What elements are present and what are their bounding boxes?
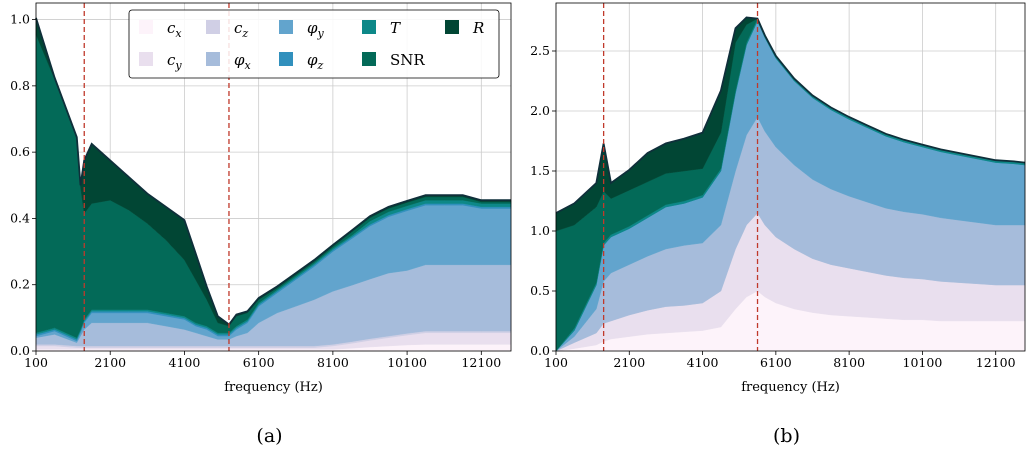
y-tick-label-1: 0.5 [530, 283, 550, 298]
legend-swatch-phi-x [206, 52, 220, 66]
legend-swatch-SNR [362, 52, 376, 66]
panel-label-a: (a) [256, 425, 282, 447]
total-edge-line-a [35, 17, 511, 326]
x-axis-label-b: frequency (Hz) [741, 380, 840, 395]
legend-swatch-T [362, 20, 376, 34]
x-tick-label-2: 4100 [687, 355, 719, 370]
plot-frame-b [555, 2, 1026, 352]
y-tick-label-4: 2.0 [530, 103, 550, 118]
y-tick-label-4: 0.8 [10, 78, 30, 93]
plot-frame-a [35, 2, 512, 352]
ticks-b: 100 2100 4100 6100 8100 10100 12100 0.0 0.5 1.0 1.… [530, 43, 1016, 370]
x-tick-label-5: 10100 [903, 355, 943, 370]
legend-swatch-phi-z [279, 52, 293, 66]
areas-b [555, 17, 1026, 352]
x-tick-label-3: 6100 [760, 355, 792, 370]
panel-b: 100 2100 4100 6100 8100 10100 12100 0.0 0.5 1.0 1.… [530, 2, 1026, 447]
edge-b [555, 16, 1026, 214]
x-tick-label-4: 8100 [317, 355, 349, 370]
y-tick-label-5: 2.5 [530, 43, 550, 58]
legend-swatch-R [445, 20, 459, 34]
x-tick-label-0: 100 [544, 355, 568, 370]
legend: cx cy cz φx φy φz T SNR R [128, 9, 500, 79]
x-tick-label-6: 12100 [976, 355, 1016, 370]
x-tick-label-1: 2100 [94, 355, 126, 370]
x-tick-label-3: 6100 [243, 355, 275, 370]
y-tick-label-1: 0.2 [10, 277, 30, 292]
legend-label-phi-x: φx [234, 51, 252, 72]
x-tick-label-5: 10100 [387, 355, 427, 370]
y-tick-label-5: 1.0 [10, 12, 30, 27]
legend-swatch-c-y [139, 52, 153, 66]
y-tick-label-3: 1.5 [530, 163, 550, 178]
y-tick-label-0: 0.0 [10, 343, 30, 358]
x-tick-label-4: 8100 [833, 355, 865, 370]
vlines-b [602, 3, 759, 351]
legend-label-SNR: SNR [390, 51, 425, 69]
x-axis-label-a: frequency (Hz) [224, 380, 323, 395]
legend-label-phi-z: φz [307, 51, 324, 72]
legend-label-c-y: cy [167, 51, 182, 72]
total-edge-line-b [555, 16, 1026, 214]
y-tick-label-0: 0.0 [530, 343, 550, 358]
legend-label-c-z: cz [234, 19, 248, 40]
legend-box [128, 9, 500, 79]
y-tick-label-3: 0.6 [10, 144, 30, 159]
legend-swatch-phi-y [279, 20, 293, 34]
y-tick-label-2: 0.4 [10, 210, 30, 225]
x-tick-label-0: 100 [24, 355, 48, 370]
legend-label-c-x: cx [167, 19, 182, 40]
x-tick-label-1: 2100 [613, 355, 645, 370]
edge-a [35, 17, 511, 326]
legend-swatch-c-x [139, 20, 153, 34]
ticks-a: 100 2100 4100 6100 8100 10100 12100 0.0 0.2 0.4 0.… [10, 12, 501, 370]
legend-label-T: T [390, 19, 401, 37]
x-tick-label-6: 12100 [461, 355, 501, 370]
x-tick-label-2: 4100 [169, 355, 201, 370]
y-tick-label-2: 1.0 [530, 223, 550, 238]
panel-label-b: (b) [773, 425, 800, 447]
legend-label-phi-y: φy [307, 19, 325, 40]
legend-label-R: R [472, 19, 484, 37]
legend-swatch-c-z [206, 20, 220, 34]
